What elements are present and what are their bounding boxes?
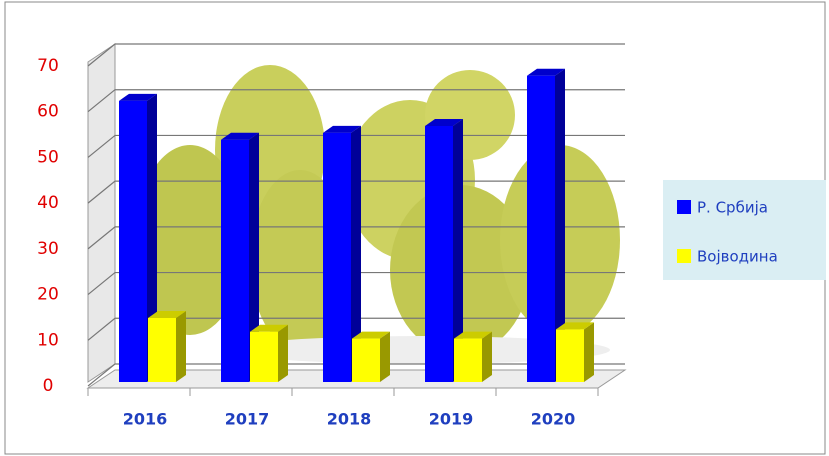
y-tick-label: 30 bbox=[37, 239, 59, 259]
bar-side bbox=[278, 324, 288, 382]
bar bbox=[527, 68, 565, 382]
bar bbox=[148, 311, 186, 382]
bar-top bbox=[323, 125, 361, 133]
left-wall bbox=[87, 43, 116, 383]
bar-front bbox=[119, 100, 147, 382]
bar-front bbox=[148, 318, 176, 382]
bar-top bbox=[148, 311, 186, 318]
legend-label: Р. Србија bbox=[697, 199, 768, 217]
bar-side bbox=[351, 125, 361, 382]
x-tick-label: 2020 bbox=[531, 410, 576, 429]
legend-swatch bbox=[677, 200, 691, 214]
legend-box bbox=[663, 180, 826, 280]
bar-top bbox=[556, 322, 594, 330]
bar-front bbox=[323, 132, 351, 382]
y-tick-label: 70 bbox=[37, 56, 59, 76]
bar-front bbox=[221, 139, 249, 382]
pear bbox=[135, 145, 245, 335]
bar bbox=[250, 324, 288, 382]
bar-side bbox=[176, 311, 186, 382]
bar-top bbox=[527, 68, 565, 76]
bar bbox=[352, 331, 390, 382]
bar-top bbox=[221, 132, 259, 140]
bar bbox=[556, 322, 594, 382]
bar-side bbox=[147, 93, 157, 382]
bar-front bbox=[556, 329, 584, 382]
x-tick-label: 2016 bbox=[123, 410, 168, 429]
bar-top bbox=[250, 324, 288, 332]
bar-side bbox=[453, 119, 463, 382]
legend-label: Војводина bbox=[697, 248, 778, 266]
x-tick-label: 2017 bbox=[225, 410, 270, 429]
bar-top bbox=[454, 331, 492, 339]
y-tick-label: 20 bbox=[37, 285, 59, 305]
bar-top bbox=[119, 93, 157, 101]
grid-line bbox=[87, 43, 625, 67]
y-tick-label: 0 bbox=[43, 376, 54, 396]
bar-front bbox=[425, 126, 453, 382]
x-tick-label: 2018 bbox=[327, 410, 372, 429]
x-tick-label: 2019 bbox=[429, 410, 474, 429]
y-tick-label: 40 bbox=[37, 193, 59, 213]
bar-side bbox=[482, 331, 492, 382]
bar-side bbox=[555, 68, 565, 382]
bar bbox=[454, 331, 492, 382]
bar-front bbox=[352, 338, 380, 382]
bar-side bbox=[584, 322, 594, 382]
y-tick-label: 50 bbox=[37, 147, 59, 167]
bar-side bbox=[380, 331, 390, 382]
bar bbox=[323, 125, 361, 382]
bar-front bbox=[527, 75, 555, 382]
bar bbox=[221, 132, 259, 382]
bar-front bbox=[250, 331, 278, 382]
bar-top bbox=[352, 331, 390, 339]
legend-swatch bbox=[677, 249, 691, 263]
grid-line bbox=[87, 89, 625, 113]
y-tick-label: 60 bbox=[37, 102, 59, 122]
y-tick-label: 10 bbox=[37, 330, 59, 350]
bar bbox=[425, 119, 463, 382]
bar bbox=[119, 93, 157, 382]
bar-front bbox=[454, 338, 482, 382]
bar-top bbox=[425, 119, 463, 126]
bar-side bbox=[249, 132, 259, 382]
